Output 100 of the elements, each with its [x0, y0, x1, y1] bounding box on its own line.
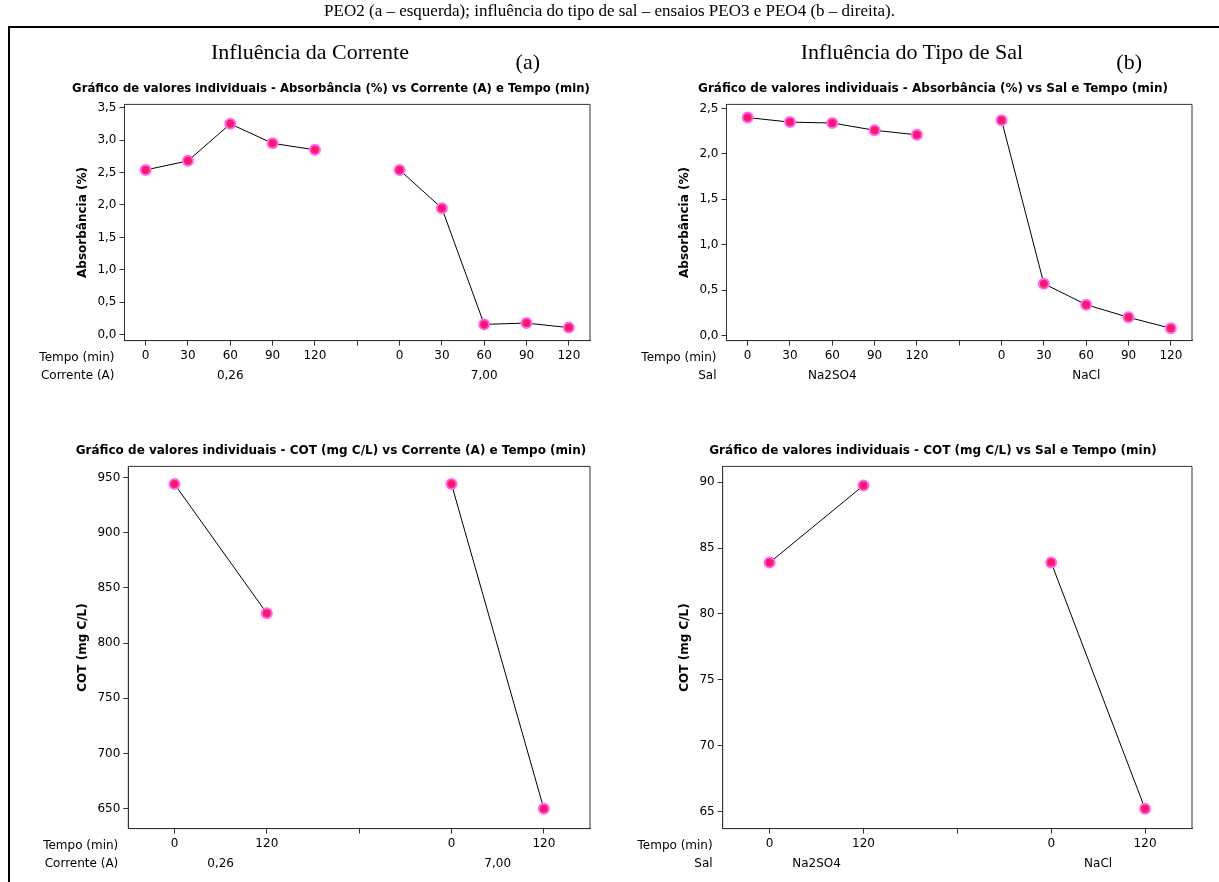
chart-title: Influência do Tipo de Sal: [800, 39, 1024, 64]
y-tick-label: 0,5: [97, 294, 117, 309]
point: [393, 163, 406, 176]
x-tick-label: 120: [557, 347, 581, 362]
chart-title: Gráfico de valores individuais - COT (mg C/L) vs Sal e Tempo (min): [709, 443, 1157, 458]
x-tick-label: 0: [1047, 835, 1056, 850]
y-tick-label: 2,5: [699, 100, 719, 115]
point: [857, 479, 870, 492]
x-tick-label: 120: [1159, 347, 1183, 362]
point: [308, 143, 321, 156]
x-tick-label: 0: [997, 347, 1006, 362]
text: 0,26: [216, 367, 244, 382]
point: [435, 202, 448, 215]
y-tick-label: 85: [699, 540, 715, 555]
text: PEO2 (a – esquerda); influência do tipo de sal – ensaios PEO3 e PEO4 (b – direita).: [324, 1, 895, 20]
x-tick-label: 0: [141, 347, 150, 362]
legend-title: Sal: [698, 367, 717, 382]
chart-subtitle: Gráfico de valores individuais - Absorbância (%) vs Sal e Tempo (min): [698, 81, 1168, 96]
y-tick-label: 80: [699, 606, 715, 621]
x-tick-label: 120: [852, 835, 875, 850]
point: [1037, 277, 1050, 290]
text: Na2SO4: [792, 855, 841, 870]
y-tick-label: 3,0: [97, 132, 117, 147]
y-tick-label: 700: [97, 745, 121, 760]
point: [266, 137, 279, 150]
x-tick-label: 60: [824, 347, 840, 362]
point: [783, 116, 796, 129]
point: [139, 163, 152, 176]
point: [910, 128, 923, 141]
text: 0,26: [207, 855, 234, 870]
x-tick-label: 90: [866, 347, 883, 362]
point: [562, 321, 575, 334]
y-tick-label: 800: [97, 635, 121, 650]
point: [537, 802, 550, 815]
y-tick-label: 900: [97, 524, 121, 539]
chart-title: Influência da Corrente: [211, 39, 409, 64]
x-tick-label: 120: [1133, 835, 1157, 850]
x-tick-label: 90: [264, 347, 281, 362]
y-tick-label: 1,0: [97, 261, 117, 276]
x-axis-title: Tempo (min): [38, 349, 115, 364]
x-tick-label: 90: [518, 347, 535, 362]
y-axis-title: COT (mg C/L): [75, 603, 90, 692]
y-tick-label: 750: [97, 690, 121, 705]
point: [868, 124, 881, 137]
legend-title: Sal: [694, 855, 713, 870]
x-axis-title: Tempo (min): [636, 837, 713, 852]
x-tick-label: 60: [1078, 347, 1094, 362]
x-tick-label: 30: [180, 347, 196, 362]
y-axis-title: Absorbância (%): [75, 167, 90, 278]
point: [260, 607, 273, 620]
y-tick-label: 0,0: [97, 326, 117, 341]
point: [224, 117, 237, 130]
x-tick-label: 0: [395, 347, 404, 362]
y-tick-label: 2,0: [97, 197, 117, 212]
y-tick-label: 950: [97, 469, 121, 484]
text: NaCl: [1084, 855, 1113, 870]
x-tick-label: 60: [222, 347, 238, 362]
text: Na2SO4: [807, 367, 857, 382]
x-axis-title: Tempo (min): [640, 349, 717, 364]
legend-title: Corrente (A): [40, 367, 115, 382]
x-tick-label: 90: [1120, 347, 1137, 362]
point: [1164, 322, 1177, 335]
y-tick-label: 650: [97, 800, 121, 815]
y-tick-label: 65: [699, 803, 715, 818]
chart-subtitle: Gráfico de valores individuais - Absorbância (%) vs Corrente (A) e Tempo (min): [72, 81, 590, 96]
y-axis-title: COT (mg C/L): [677, 603, 692, 692]
point: [520, 317, 533, 330]
text: NaCl: [1072, 367, 1101, 382]
point: [1045, 556, 1058, 569]
x-tick-label: 30: [434, 347, 450, 362]
point: [181, 154, 194, 167]
point: [826, 117, 839, 130]
point: [1139, 802, 1152, 815]
y-tick-label: 1,5: [97, 229, 117, 244]
text: 7,00: [470, 367, 498, 382]
x-tick-label: 0: [743, 347, 752, 362]
y-tick-label: 70: [699, 737, 715, 752]
y-tick-label: 850: [97, 579, 121, 594]
y-tick-label: 1,5: [699, 191, 719, 206]
y-tick-label: 1,0: [699, 236, 719, 251]
x-tick-label: 0: [447, 835, 456, 850]
point: [741, 111, 754, 124]
y-tick-label: 0,5: [699, 282, 719, 297]
point: [445, 478, 458, 491]
y-tick-label: 2,5: [97, 164, 117, 179]
text: (a): [515, 48, 540, 76]
chart-title: Gráfico de valores individuais - COT (mg C/L) vs Corrente (A) e Tempo (min): [75, 443, 587, 458]
x-tick-label: 0: [170, 835, 179, 850]
x-tick-label: 30: [782, 347, 798, 362]
point: [1122, 311, 1135, 324]
x-tick-label: 30: [1036, 347, 1052, 362]
point: [1080, 298, 1093, 311]
point: [168, 478, 181, 491]
x-tick-label: 0: [765, 835, 774, 850]
x-tick-label: 60: [476, 347, 492, 362]
y-tick-label: 75: [699, 671, 715, 686]
y-tick-label: 2,0: [699, 146, 719, 161]
point: [763, 556, 776, 569]
text: (b): [1116, 48, 1142, 76]
x-tick-label: 120: [303, 347, 327, 362]
